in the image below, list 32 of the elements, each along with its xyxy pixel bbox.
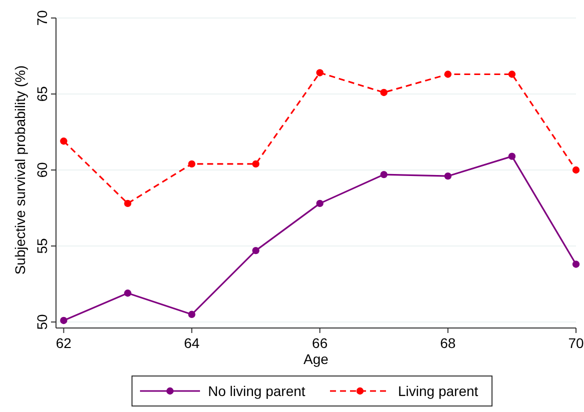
y-tick-label: 60	[34, 162, 50, 178]
x-tick-label: 68	[440, 335, 456, 351]
point	[316, 200, 324, 208]
point	[572, 166, 580, 174]
point	[124, 290, 132, 297]
point	[380, 170, 388, 178]
point	[252, 160, 260, 168]
point	[188, 160, 196, 168]
y-tick-label: 65	[34, 86, 50, 102]
y-tick-label: 55	[34, 238, 50, 254]
point	[124, 200, 132, 208]
legend-label: No living parent	[208, 383, 306, 399]
point	[572, 260, 580, 268]
x-tick-label: 70	[568, 335, 584, 351]
x-tick-label: 64	[184, 335, 200, 351]
point	[316, 69, 324, 76]
x-tick-label: 62	[56, 335, 72, 351]
point	[252, 246, 260, 254]
y-tick-label: 50	[34, 314, 50, 330]
y-axis-title: Subjective survival probability (%)	[12, 65, 28, 275]
point	[188, 310, 196, 318]
point	[508, 70, 516, 78]
x-tick-label: 66	[312, 335, 328, 351]
point	[380, 88, 388, 96]
point	[508, 152, 516, 160]
x-axis-title: Age	[304, 351, 329, 367]
point	[444, 70, 452, 78]
point	[444, 172, 452, 180]
point	[60, 316, 68, 324]
point	[60, 138, 68, 145]
legend-label: Living parent	[398, 383, 478, 399]
y-tick-label: 70	[34, 10, 50, 26]
